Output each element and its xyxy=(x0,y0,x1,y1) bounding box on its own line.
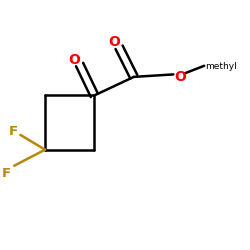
Text: F: F xyxy=(8,125,18,138)
Text: O: O xyxy=(174,70,186,84)
Text: O: O xyxy=(108,35,120,49)
Text: methyl: methyl xyxy=(206,62,237,71)
Text: F: F xyxy=(2,166,11,179)
Text: O: O xyxy=(69,52,80,66)
